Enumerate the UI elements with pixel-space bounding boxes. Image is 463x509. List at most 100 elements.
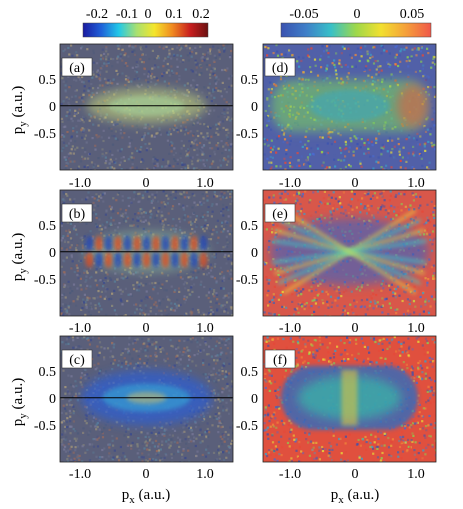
x-tick-label: -1.0 — [279, 176, 301, 191]
y-label-p: p — [10, 274, 26, 282]
colorbar-right-tick-2: 0 — [354, 7, 361, 22]
panel-e: (e) — [262, 189, 437, 317]
y-tick-label: -0.5 — [236, 419, 258, 434]
colorbar-left-tick-3: 0 — [145, 7, 152, 22]
signal-pattern — [269, 209, 430, 295]
y-ticks-row-2: 0.5 0 -0.5 — [34, 219, 56, 288]
y-tick-label: 0.5 — [39, 219, 57, 234]
panel-label-box — [61, 349, 93, 369]
panel-frame — [59, 189, 234, 317]
panel-label-box — [264, 203, 296, 223]
x-tick-label: 0 — [352, 176, 359, 191]
x-tick-label: -1.0 — [69, 176, 91, 191]
panel-frame — [262, 189, 437, 317]
colorbar-left-tick-2: -0.1 — [116, 7, 138, 22]
y-label-sub: y — [17, 121, 29, 127]
y-label-unit: (a.u.) — [10, 378, 26, 413]
y-tick-label: 0 — [251, 246, 258, 261]
x-ticks-left-row-1: -1.0 0 1.0 — [69, 176, 214, 191]
x-axis-label-left: px (a.u.) — [122, 487, 170, 506]
y-label-unit: (a.u.) — [10, 233, 26, 268]
colorbar-left-tick-1: -0.2 — [86, 7, 108, 22]
y-label-p: p — [10, 419, 26, 427]
signal-pattern — [281, 365, 418, 430]
y-label-p: p — [10, 127, 26, 135]
panel-label-box — [264, 349, 296, 369]
x-tick-label: 1.0 — [196, 321, 214, 336]
x-ticks-left-row-3: -1.0 0 1.0 — [69, 467, 214, 482]
panel-frame — [59, 43, 234, 171]
x-tick-label: 1.0 — [196, 176, 214, 191]
y-tick-label: -0.5 — [34, 273, 56, 288]
panel-frame — [59, 335, 234, 463]
x-tick-label: 1.0 — [407, 321, 425, 336]
x-ticks-left-row-2: -1.0 0 1.0 — [69, 321, 214, 336]
y-tick-label: 0.5 — [241, 365, 259, 380]
panel-label-box — [61, 203, 93, 223]
panel-b: (b) — [59, 189, 234, 317]
colorbar-left — [82, 22, 209, 38]
panel-f: (f) — [262, 335, 437, 463]
panel-label: (c) — [69, 353, 85, 368]
y-axis-label-row-2: py (a.u.) — [10, 233, 29, 281]
y-axis-label-row-1: py (a.u.) — [10, 86, 29, 134]
panel-label: (d) — [272, 61, 289, 76]
y-tick-label: 0 — [49, 246, 56, 261]
y-tick-label: -0.5 — [236, 127, 258, 142]
x-tick-label: 0 — [143, 467, 150, 482]
y-label-sub: y — [17, 413, 29, 419]
panel-label-box — [264, 57, 296, 77]
x-ticks-right-row-3: -1.0 0 1.0 — [279, 467, 425, 482]
x-tick-label: 1.0 — [196, 467, 214, 482]
y-tick-label: 0 — [251, 100, 258, 115]
x-tick-label: 0 — [143, 321, 150, 336]
y-tick-label: 0 — [49, 392, 56, 407]
y-ticks-row-1-right: 0.5 0 -0.5 — [236, 73, 258, 142]
y-ticks-row-2-right: 0.5 0 -0.5 — [236, 219, 258, 288]
x-label-unit: (a.u.) — [135, 487, 170, 503]
x-tick-label: 1.0 — [407, 467, 425, 482]
colorbar-right-tick-3: 0.05 — [400, 7, 425, 22]
x-ticks-right-row-2: -1.0 0 1.0 — [279, 321, 425, 336]
x-label-sub: x — [338, 494, 344, 506]
colorbar-left-tick-5: 0.2 — [192, 7, 210, 22]
colorbar-right-tick-1: -0.05 — [289, 7, 318, 22]
panel-label: (e) — [272, 207, 288, 222]
panel-frame — [262, 335, 437, 463]
x-label-sub: x — [129, 494, 135, 506]
panel-a: (a) — [59, 43, 234, 171]
y-tick-label: 0.5 — [241, 219, 259, 234]
y-tick-label: 0.5 — [241, 73, 259, 88]
x-tick-label: -1.0 — [69, 321, 91, 336]
y-ticks-row-1: 0.5 0 -0.5 — [34, 73, 56, 142]
x-tick-label: 1.0 — [407, 176, 425, 191]
y-label-unit: (a.u.) — [10, 86, 26, 121]
x-tick-label: 0 — [143, 176, 150, 191]
panel-c: (c) — [59, 335, 234, 463]
panel-label: (a) — [69, 61, 85, 76]
panel-frame — [262, 43, 437, 171]
panel-label: (b) — [69, 207, 86, 222]
panel-d: (d) — [262, 43, 437, 171]
x-axis-label-right: px (a.u.) — [331, 487, 379, 506]
y-tick-label: -0.5 — [34, 127, 56, 142]
y-tick-label: -0.5 — [236, 273, 258, 288]
panels-layer: (a) (b) (c) (d) (e) (f) — [59, 43, 437, 463]
y-tick-label: 0 — [251, 392, 258, 407]
x-label-p: p — [122, 487, 130, 503]
colorbar-left-tick-4: 0.1 — [165, 7, 183, 22]
x-tick-label: -1.0 — [69, 467, 91, 482]
panel-label: (f) — [273, 353, 287, 368]
colorbar-right — [280, 22, 432, 38]
y-tick-label: 0 — [49, 100, 56, 115]
y-tick-label: -0.5 — [34, 419, 56, 434]
x-label-unit: (a.u.) — [344, 487, 379, 503]
x-ticks-right-row-1: -1.0 0 1.0 — [279, 176, 425, 191]
x-tick-label: 0 — [352, 467, 359, 482]
x-tick-label: -1.0 — [279, 321, 301, 336]
y-ticks-row-3-right: 0.5 0 -0.5 — [236, 365, 258, 434]
y-tick-label: 0.5 — [39, 73, 57, 88]
x-tick-label: -1.0 — [279, 467, 301, 482]
panel-label-box — [61, 57, 93, 77]
